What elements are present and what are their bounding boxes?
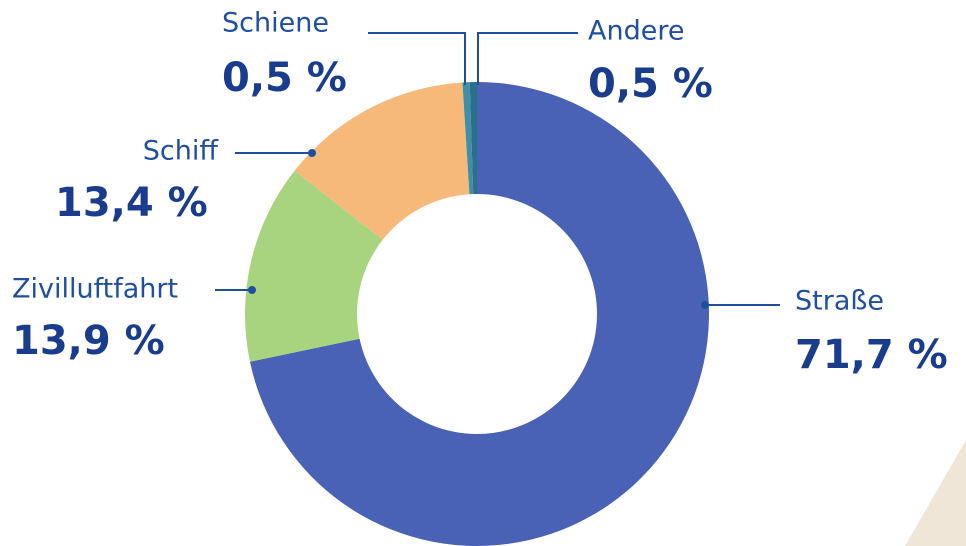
chart: Straße 71,7 % Zivilluftfahrt 13,9 % Schiff 13… <box>0 0 966 546</box>
leader-line <box>368 33 465 85</box>
leader-dot <box>701 301 709 309</box>
leader-line <box>478 33 578 85</box>
value-label: 0,5 % <box>222 55 347 101</box>
category-label: Straße <box>795 286 884 317</box>
value-label: 71,7 % <box>795 332 948 378</box>
decoration <box>905 440 966 546</box>
category-label: Schiene <box>222 8 329 39</box>
category-label: Zivilluftfahrt <box>12 274 178 305</box>
category-label: Schiff <box>143 136 220 167</box>
value-label: 13,4 % <box>55 180 208 226</box>
leader-dot <box>308 149 316 157</box>
leader-dot <box>248 286 256 294</box>
value-label: 13,9 % <box>12 318 165 364</box>
value-label: 0,5 % <box>588 61 713 107</box>
category-label: Andere <box>588 16 684 47</box>
